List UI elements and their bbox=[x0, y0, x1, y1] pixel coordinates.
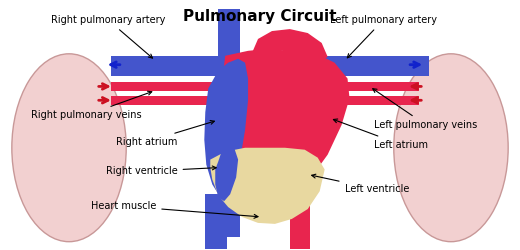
Text: Left atrium: Left atrium bbox=[333, 119, 428, 150]
Bar bbox=[111, 82, 218, 92]
Bar bbox=[311, 82, 419, 92]
Bar bbox=[305, 56, 429, 76]
Text: Heart muscle: Heart muscle bbox=[91, 201, 258, 218]
Text: Right pulmonary veins: Right pulmonary veins bbox=[31, 91, 152, 120]
Bar bbox=[111, 56, 225, 76]
Ellipse shape bbox=[394, 54, 508, 242]
Text: Right pulmonary artery: Right pulmonary artery bbox=[51, 15, 165, 58]
Bar bbox=[205, 194, 227, 248]
Polygon shape bbox=[252, 29, 328, 65]
Text: Right ventricle: Right ventricle bbox=[106, 166, 216, 176]
Polygon shape bbox=[210, 148, 324, 224]
Text: Right atrium: Right atrium bbox=[116, 120, 214, 147]
Polygon shape bbox=[218, 49, 349, 219]
Ellipse shape bbox=[12, 54, 126, 242]
Text: Left pulmonary veins: Left pulmonary veins bbox=[373, 89, 478, 130]
Polygon shape bbox=[215, 145, 238, 201]
Bar bbox=[290, 36, 310, 248]
Bar bbox=[218, 9, 240, 237]
Text: Pulmonary Circuit: Pulmonary Circuit bbox=[183, 9, 337, 24]
Text: Left ventricle: Left ventricle bbox=[311, 174, 409, 194]
Bar bbox=[111, 96, 218, 105]
Text: Left pulmonary artery: Left pulmonary artery bbox=[330, 15, 437, 58]
Polygon shape bbox=[204, 59, 248, 199]
Bar bbox=[311, 96, 419, 105]
